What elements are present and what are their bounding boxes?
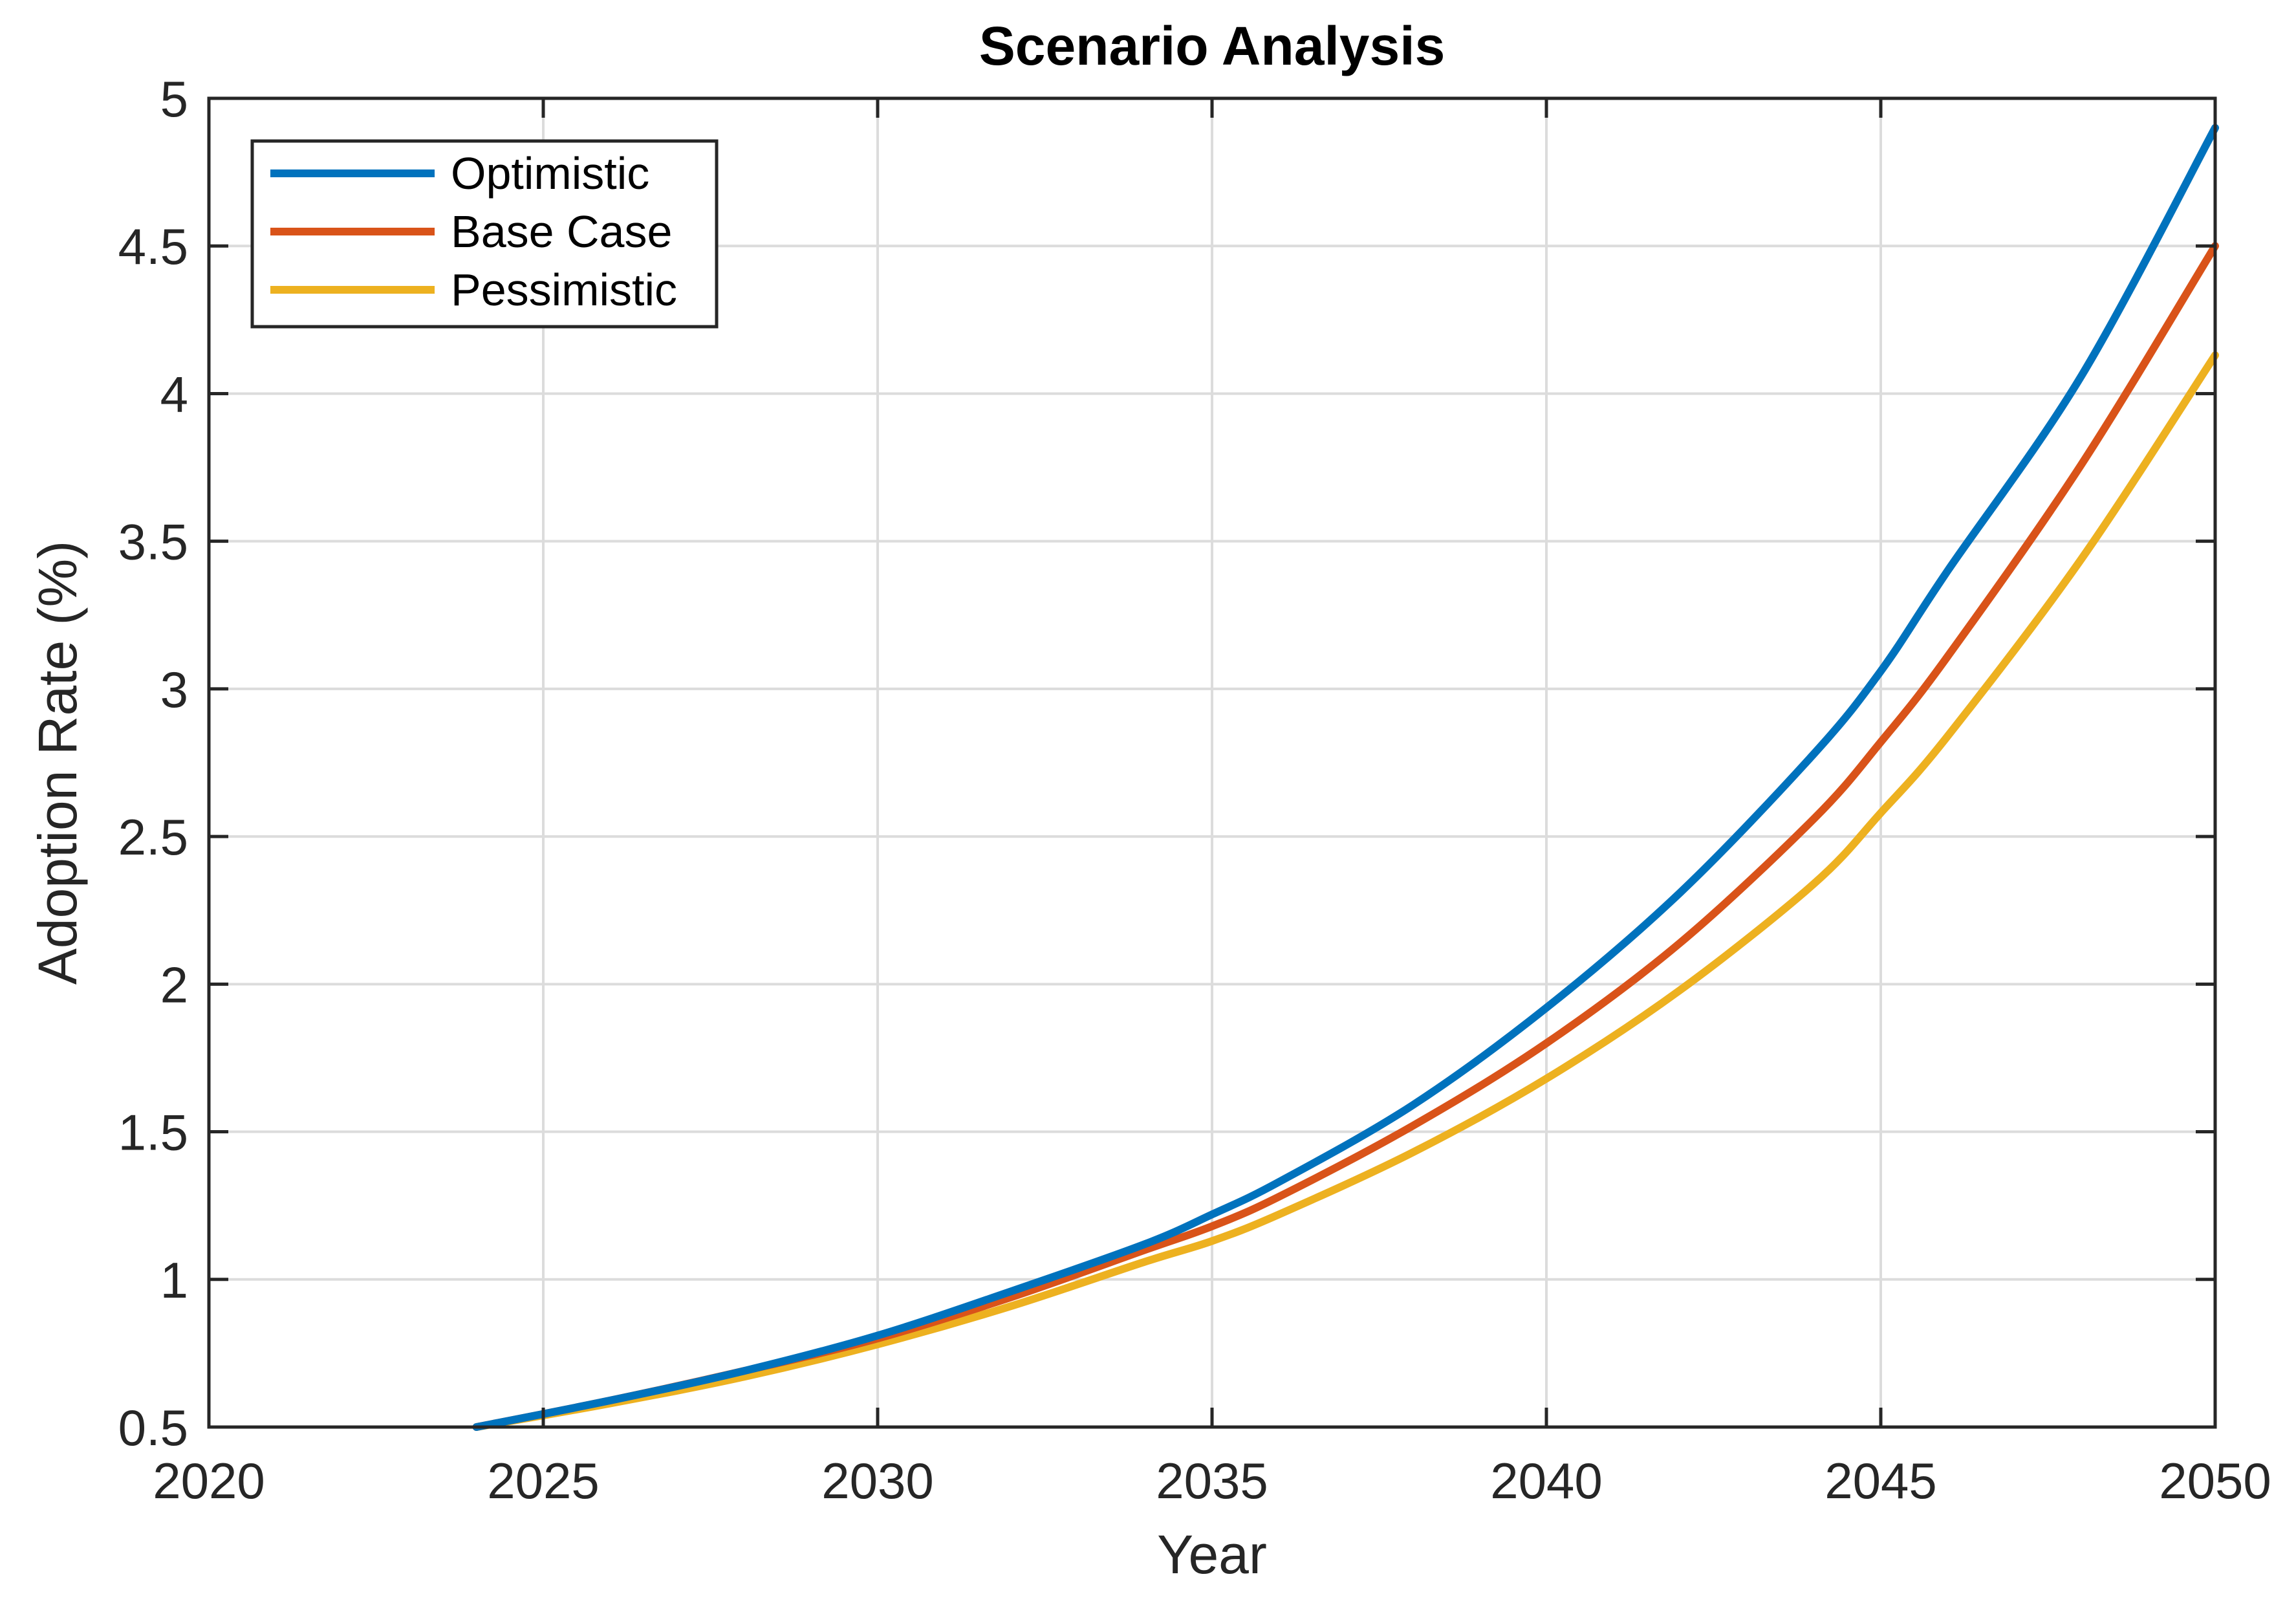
x-tick-label: 2035 (1156, 1452, 1268, 1509)
y-tick-label: 1 (160, 1252, 188, 1309)
y-tick-label: 3 (160, 661, 188, 718)
y-tick-label: 4 (160, 365, 188, 422)
series-line-optimistic (472, 124, 2219, 1431)
y-axis-label: Adoption Rate (%) (27, 541, 88, 985)
series-line-pessimistic (472, 351, 2219, 1431)
x-tick-label: 2020 (153, 1452, 265, 1509)
tick-labels: 2020 2025 2030 2035 2040 2045 2050 0.5 1 1.5 2 2.5 3… (118, 71, 2271, 1509)
y-tick-label: 2.5 (118, 809, 188, 866)
legend-label-base-case: Base Case (451, 206, 672, 257)
y-tick-label: 1.5 (118, 1104, 188, 1161)
y-tick-label: 2 (160, 956, 188, 1013)
x-tick-label: 2050 (2159, 1452, 2271, 1509)
legend: Optimistic Base Case Pessimistic (250, 139, 719, 329)
y-tick-label: 3.5 (118, 514, 188, 571)
x-tick-label: 2040 (1490, 1452, 1603, 1509)
y-tick-label: 4.5 (118, 218, 188, 275)
x-tick-label: 2025 (487, 1452, 600, 1509)
series-lines (472, 124, 2219, 1431)
y-tick-label: 0.5 (118, 1399, 188, 1456)
x-axis-label: Year (1157, 1524, 1267, 1585)
tick-marks (207, 96, 2217, 1429)
x-tick-label: 2030 (821, 1452, 934, 1509)
x-tick-label: 2045 (1825, 1452, 1937, 1509)
legend-label-optimistic: Optimistic (451, 148, 649, 199)
legend-label-pessimistic: Pessimistic (451, 265, 677, 315)
y-tick-label: 5 (160, 71, 188, 127)
chart-title: Scenario Analysis (979, 16, 1446, 76)
